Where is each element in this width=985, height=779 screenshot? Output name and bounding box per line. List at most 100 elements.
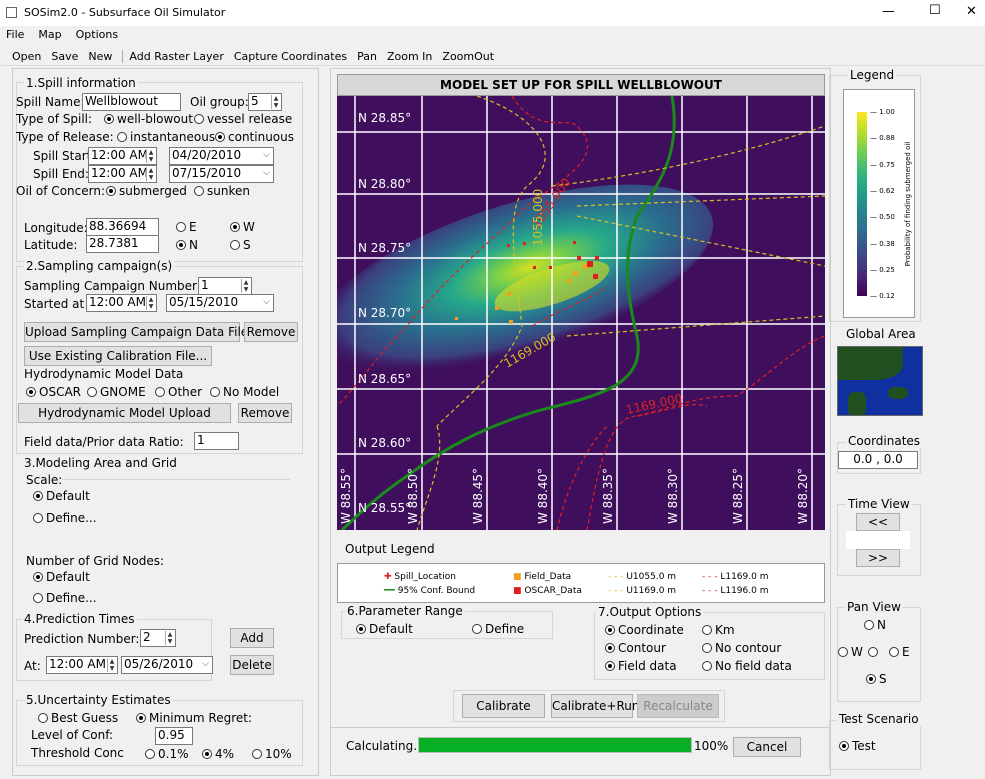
threshold-01[interactable]: 0.1% — [145, 747, 189, 761]
capture-coords-button[interactable]: Capture Coordinates — [233, 50, 348, 63]
spill-name-input[interactable]: Wellblowout — [82, 93, 181, 111]
hydro-other[interactable]: Other — [155, 385, 202, 399]
best-guess-radio[interactable]: Best Guess — [38, 711, 118, 725]
at-date[interactable]: 05/26/2010 ⌵ — [121, 656, 213, 674]
prediction-number-spinner[interactable]: 2 ▲ ▼ — [140, 629, 176, 647]
spill-start-time[interactable]: 12:00 AM ▲ ▼ — [88, 147, 157, 165]
param-default-radio[interactable]: Default — [356, 622, 413, 636]
hydro-no-model[interactable]: No Model — [210, 385, 279, 399]
spill-type-vessel[interactable]: vessel release — [194, 112, 292, 126]
spinner-arrows-icon[interactable]: ▲ ▼ — [271, 95, 280, 109]
hydro-remove-button[interactable]: Remove — [238, 403, 292, 423]
lat-label: N 28.75° — [358, 241, 411, 255]
hydro-oscar[interactable]: OSCAR — [26, 385, 81, 399]
spill-end-time[interactable]: 12:00 AM ▲ ▼ — [88, 165, 157, 183]
new-button[interactable]: New — [88, 50, 113, 63]
use-calibration-button[interactable]: Use Existing Calibration File... — [24, 346, 212, 366]
latitude-input[interactable]: 28.7381 — [86, 235, 159, 253]
oil-concern-label: Oil of Concern: — [16, 184, 105, 198]
threshold-10[interactable]: 10% — [252, 747, 292, 761]
release-instantaneous[interactable]: instantaneous — [117, 130, 215, 144]
menu-options[interactable]: Options — [75, 28, 119, 41]
calibrate-button[interactable]: Calibrate — [462, 694, 545, 718]
spill-start-date[interactable]: 04/20/2010 ⌵ — [169, 147, 274, 165]
opt-contour[interactable]: Contour — [605, 641, 666, 655]
scale-default[interactable]: Default — [33, 489, 90, 503]
lat-label: N 28.85° — [358, 111, 411, 125]
pan-e-radio[interactable]: E — [889, 645, 910, 659]
progress-bar — [418, 737, 692, 753]
nodes-default[interactable]: Default — [33, 570, 90, 584]
release-continuous[interactable]: continuous — [215, 130, 294, 144]
cancel-button[interactable]: Cancel — [733, 737, 801, 757]
ratio-input[interactable]: 1 — [194, 432, 239, 450]
lat-n-radio[interactable]: N — [176, 238, 198, 252]
calibrate-run-button[interactable]: Calibrate+Run — [551, 694, 639, 718]
open-button[interactable]: Open — [12, 50, 42, 63]
recalculate-button: Recalculate — [637, 694, 719, 718]
spill-type-wellblowout[interactable]: well-blowout — [104, 112, 193, 126]
menu-file[interactable]: File — [6, 28, 25, 41]
scale-define[interactable]: Define... — [33, 511, 97, 525]
at-time[interactable]: 12:00 AM ▲ ▼ — [46, 656, 118, 674]
hydro-upload-button[interactable]: Hydrodynamic Model Upload — [18, 403, 231, 423]
opt-coordinate[interactable]: Coordinate — [605, 623, 684, 637]
coordinates-value: 0.0 , 0.0 — [838, 451, 918, 469]
maximize-button[interactable]: ☐ — [929, 3, 941, 18]
concern-submerged[interactable]: submerged — [106, 184, 187, 198]
map-title: MODEL SET UP FOR SPILL WELLBLOWOUT — [440, 78, 722, 92]
lon-e-radio[interactable]: E — [176, 220, 197, 234]
opt-km[interactable]: Km — [702, 623, 735, 637]
spill-start-label: Spill Start — [33, 149, 92, 163]
lon-label: W 88.45° — [471, 468, 485, 524]
hydro-gnome[interactable]: GNOME — [87, 385, 146, 399]
add-raster-button[interactable]: Add Raster Layer — [129, 50, 224, 63]
started-at-label: Started at — [24, 297, 85, 311]
nodes-define[interactable]: Define... — [33, 591, 97, 605]
spill-map[interactable]: 1055.000 1169.000 1055.000 1169.000 N 28… — [337, 96, 825, 530]
pan-n-radio[interactable]: N — [864, 618, 886, 632]
global-area-map[interactable] — [837, 346, 923, 416]
time-prev-button[interactable]: << — [856, 513, 900, 531]
add-prediction-button[interactable]: Add — [230, 628, 274, 648]
threshold-label: Threshold Conc — [31, 746, 124, 760]
test-radio[interactable]: Test — [839, 739, 876, 753]
pan-center-radio[interactable] — [868, 645, 881, 659]
lat-s-radio[interactable]: S — [230, 238, 251, 252]
concern-sunken[interactable]: sunken — [194, 184, 250, 198]
scale-group — [28, 479, 290, 480]
time-next-button[interactable]: >> — [856, 549, 900, 567]
delete-prediction-button[interactable]: Delete — [230, 655, 274, 675]
param-define-radio[interactable]: Define — [472, 622, 524, 636]
longitude-label: Longitude: — [24, 221, 88, 235]
remove-campaign-button[interactable]: Remove — [244, 322, 298, 342]
conf-input[interactable]: 0.95 — [155, 727, 193, 745]
minimize-button[interactable]: — — [882, 4, 895, 19]
close-button[interactable]: ✕ — [966, 4, 977, 19]
opt-field-data[interactable]: Field data — [605, 659, 677, 673]
spill-end-date[interactable]: 07/15/2010 ⌵ — [169, 165, 274, 183]
upload-campaign-button[interactable]: Upload Sampling Campaign Data File — [24, 322, 248, 342]
opt-no-field-data[interactable]: No field data — [702, 659, 792, 673]
zoom-out-button[interactable]: ZoomOut — [442, 50, 495, 63]
started-date[interactable]: 05/15/2010 ⌵ — [166, 294, 274, 312]
threshold-4[interactable]: 4% — [202, 747, 234, 761]
pan-button[interactable]: Pan — [357, 50, 377, 63]
legend-field-data: ■ Field_Data — [513, 572, 572, 582]
min-regret-radio[interactable]: Minimum Regret: — [136, 711, 252, 725]
legend-l1196: - - - L1196.0 m — [702, 586, 769, 596]
spill-info-heading: 1.Spill information — [24, 76, 138, 90]
zoom-in-button[interactable]: Zoom In — [386, 50, 433, 63]
longitude-input[interactable]: 88.36694 — [86, 218, 159, 236]
pan-s-radio[interactable]: S — [866, 672, 887, 686]
oil-group-spinner[interactable]: 5 ▲ ▼ — [248, 93, 282, 111]
app-icon — [6, 7, 17, 18]
menu-map[interactable]: Map — [38, 28, 62, 41]
pan-w-radio[interactable]: W — [838, 645, 863, 659]
started-time[interactable]: 12:00 AM ▲ ▼ — [86, 294, 157, 312]
lon-w-radio[interactable]: W — [230, 220, 255, 234]
save-button[interactable]: Save — [51, 50, 79, 63]
legend-oscar-data: ■ OSCAR_Data — [513, 586, 582, 596]
opt-no-contour[interactable]: No contour — [702, 641, 781, 655]
campaign-number-spinner[interactable]: 1 ▲ ▼ — [198, 277, 252, 295]
